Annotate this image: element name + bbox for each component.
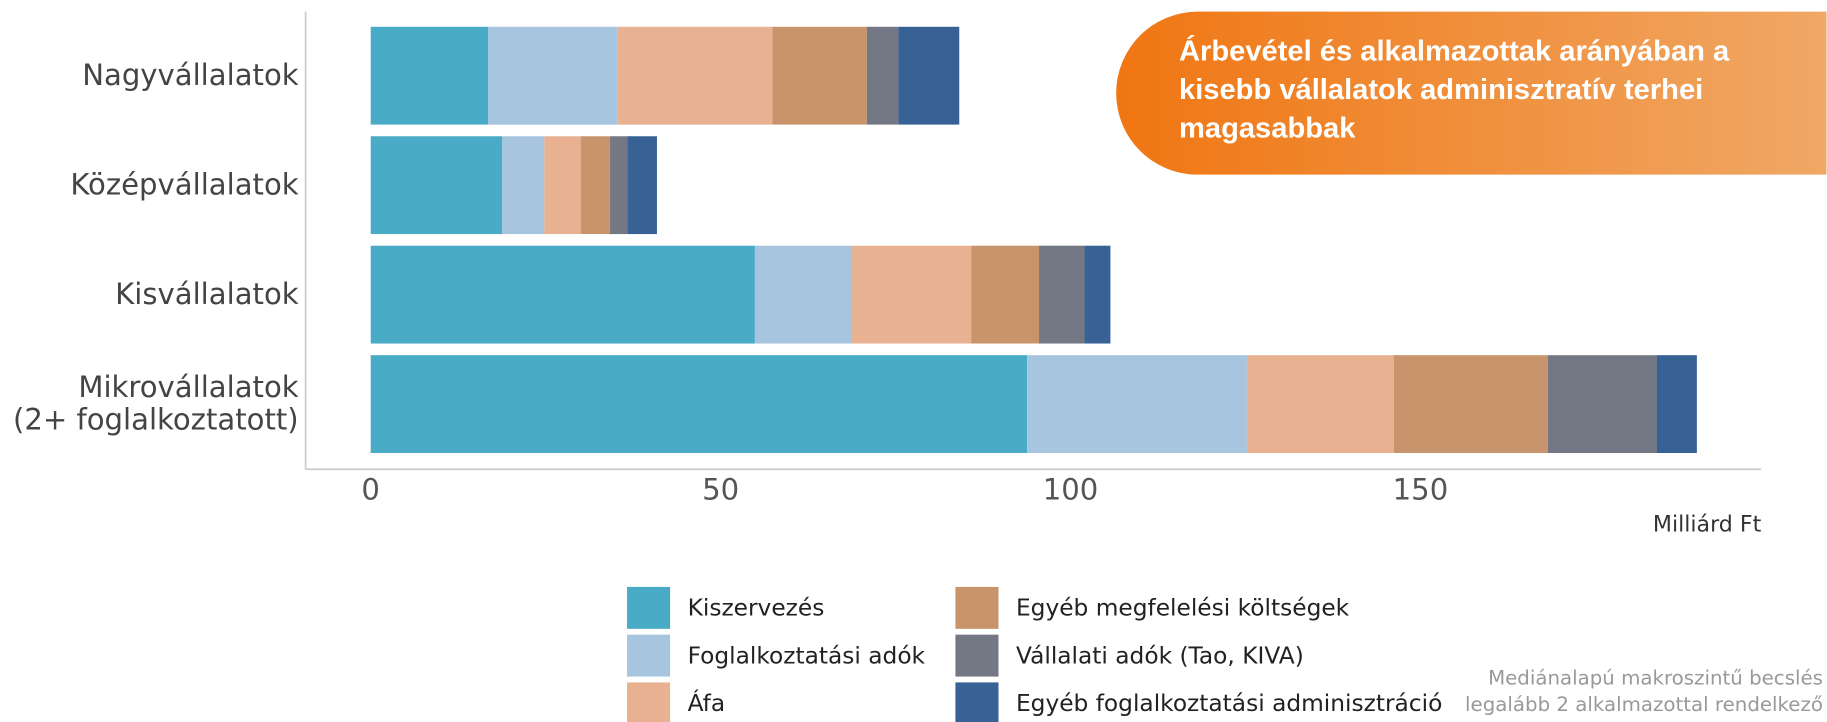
bar-segment xyxy=(1656,355,1697,453)
bar-segment xyxy=(851,245,972,344)
bar-segment xyxy=(1084,245,1111,344)
callout: Árbevétel és alkalmazottak arányában a k… xyxy=(1179,34,1730,145)
legend-swatch xyxy=(627,586,671,629)
legend-label: Foglalkoztatási adók xyxy=(688,642,926,669)
bar-segment xyxy=(488,26,618,125)
x-axis-label: Milliárd Ft xyxy=(1653,512,1762,538)
bar-segment xyxy=(627,136,657,235)
category-label: Középvállalatok xyxy=(70,167,299,202)
legend-label: Áfa xyxy=(688,689,726,717)
bar-segment xyxy=(370,26,489,125)
y-tick-label: Kisvállalatok xyxy=(115,277,299,311)
bar-segment xyxy=(772,26,867,125)
bar-segment xyxy=(1039,245,1085,344)
bar-segment xyxy=(1246,355,1394,453)
y-tick-label: Középvállalatok xyxy=(70,167,299,202)
bar-segment xyxy=(610,136,628,235)
legend-label: Egyéb megfelelési költségek xyxy=(1016,595,1350,622)
legend-label: Egyéb foglalkoztatási adminisztráció xyxy=(1016,690,1442,717)
bar-segment xyxy=(754,245,852,344)
x-tick-label: 100 xyxy=(1043,472,1099,506)
bar-segment xyxy=(617,26,773,125)
category-label: Kisvállalatok xyxy=(115,277,299,311)
bar-segment xyxy=(1393,355,1548,453)
legend-swatch xyxy=(627,682,671,722)
bar-segment xyxy=(866,26,899,125)
legend-swatch xyxy=(955,634,999,677)
bar-segment xyxy=(898,26,960,125)
callout-text: Árbevétel és alkalmazottak arányában a k… xyxy=(1179,34,1730,145)
y-tick-label: Nagyvállalatok xyxy=(82,58,299,92)
note: legalább 2 alkalmazottal rendelkező xyxy=(1465,693,1823,716)
x-tick-label: 150 xyxy=(1393,472,1449,506)
bar-segment xyxy=(370,355,1028,453)
x-tick-label: 50 xyxy=(702,472,739,506)
callout-box xyxy=(1116,11,1827,175)
legend-swatch xyxy=(955,586,999,629)
y-tick-label: Mikrovállalatok (2+ foglalkoztatott) xyxy=(12,370,299,437)
legend-label: Kiszervezés xyxy=(688,595,825,622)
bar-segment xyxy=(580,136,611,235)
x-tick-label: 0 xyxy=(361,472,380,506)
bar-segment xyxy=(370,136,503,235)
bar-segment xyxy=(1027,355,1247,453)
bar-segment xyxy=(502,136,545,235)
bar-segment xyxy=(544,136,581,235)
bar-segment xyxy=(971,245,1040,344)
legend-swatch xyxy=(627,634,671,677)
note: Mediánalapú makroszintű becslés xyxy=(1488,666,1823,689)
legend-label: Vállalati adók (Tao, KIVA) xyxy=(1016,642,1304,669)
category-label: Nagyvállalatok xyxy=(82,58,299,92)
category-label: Mikrovállalatok (2+ foglalkoztatott) xyxy=(12,370,299,437)
bar-segment xyxy=(1547,355,1657,453)
legend-swatch xyxy=(955,682,999,722)
bar-segment xyxy=(370,245,755,344)
